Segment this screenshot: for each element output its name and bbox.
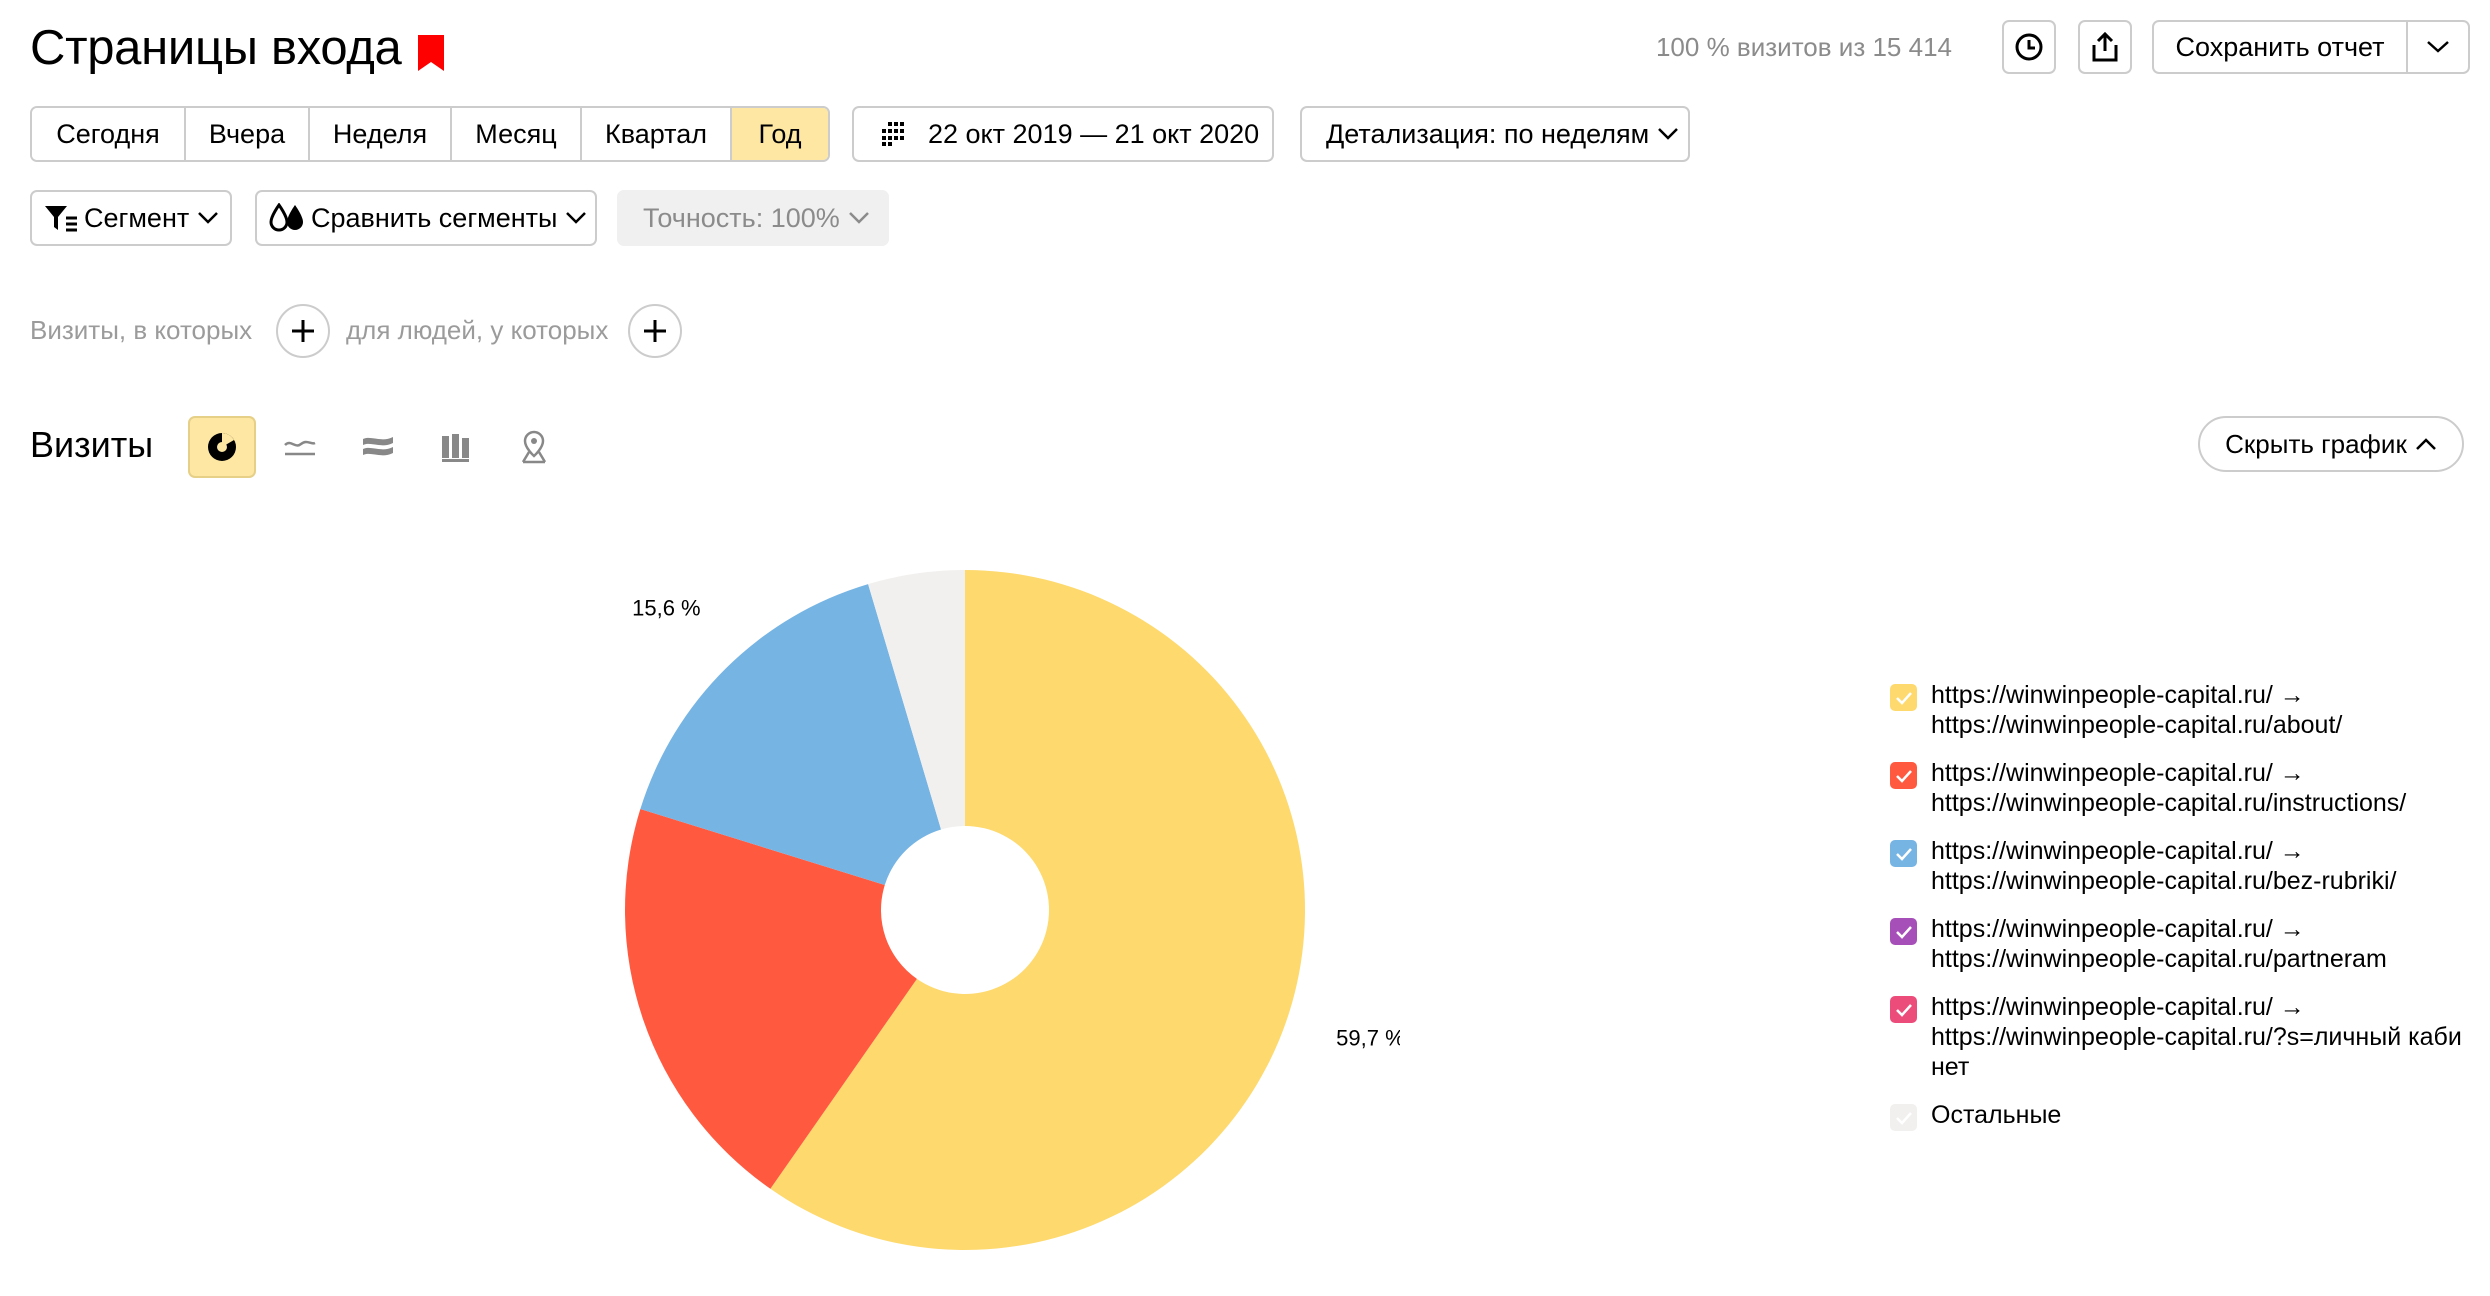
period-week[interactable]: Неделя — [310, 108, 452, 160]
legend-item[interactable]: https://winwinpeople-capital.ru/ → https:… — [1890, 914, 2470, 974]
segment-label: Сегмент — [84, 202, 190, 233]
segment-button[interactable]: Сегмент — [30, 190, 232, 246]
check-icon — [1895, 691, 1912, 705]
compare-drops-icon — [269, 203, 303, 232]
check-icon — [1895, 1003, 1912, 1017]
legend-label: Остальные — [1931, 1101, 2062, 1129]
plus-icon — [644, 320, 666, 342]
legend-checkbox[interactable] — [1890, 996, 1917, 1023]
pie-slice[interactable] — [868, 570, 965, 830]
chevron-down-icon — [1658, 128, 1679, 140]
line-chart-toggle[interactable] — [266, 416, 334, 478]
legend-item[interactable]: https://winwinpeople-capital.ru/ → https:… — [1890, 992, 2470, 1082]
accuracy-label: Точность: 100% — [643, 202, 840, 233]
legend-label: https://winwinpeople-capital.ru/ → https:… — [1931, 681, 2343, 739]
filter-icon — [45, 206, 77, 232]
legend-checkbox[interactable] — [1890, 918, 1917, 945]
check-icon — [1895, 769, 1912, 783]
share-icon — [2092, 31, 2118, 62]
chevron-down-icon — [2427, 41, 2449, 53]
date-range-button[interactable]: 22 окт 2019 — 21 окт 2020 — [852, 106, 1274, 162]
legend-checkbox[interactable] — [1890, 684, 1917, 711]
compare-label: Сравнить сегменты — [311, 202, 558, 233]
chevron-down-icon — [848, 212, 869, 224]
period-month[interactable]: Месяц — [452, 108, 582, 160]
slice-label: 59,7 % — [1336, 1026, 1400, 1051]
detail-button[interactable]: Детализация: по неделям — [1300, 106, 1690, 162]
hide-chart-label: Скрыть график — [2225, 428, 2407, 459]
history-button[interactable] — [2002, 20, 2056, 74]
legend-checkbox[interactable] — [1890, 840, 1917, 867]
legend-label: https://winwinpeople-capital.ru/ → https:… — [1931, 759, 2407, 817]
compare-segments-button[interactable]: Сравнить сегменты — [255, 190, 597, 246]
pie-slice[interactable] — [770, 570, 1306, 1250]
check-icon — [1895, 1111, 1912, 1125]
pie-chart-icon — [208, 433, 236, 461]
check-icon — [1895, 925, 1912, 939]
line-chart-icon — [284, 440, 316, 456]
chevron-down-icon — [566, 212, 587, 224]
map-toggle[interactable] — [500, 416, 568, 478]
legend-checkbox[interactable] — [1890, 762, 1917, 789]
save-report-button[interactable]: Сохранить отчет — [2175, 31, 2385, 62]
period-quarter[interactable]: Квартал — [582, 108, 732, 160]
date-range-label: 22 окт 2019 — 21 окт 2020 — [928, 118, 1260, 149]
save-options-button[interactable] — [2406, 22, 2468, 72]
clock-icon — [2015, 33, 2043, 61]
pie-slice[interactable] — [625, 809, 917, 1189]
pie-chart-toggle[interactable] — [188, 416, 256, 478]
bar-chart-icon — [442, 434, 469, 462]
area-chart-toggle[interactable] — [344, 416, 412, 478]
period-today[interactable]: Сегодня — [32, 108, 186, 160]
chevron-up-icon — [2415, 438, 2436, 450]
accuracy-button[interactable]: Точность: 100% — [617, 190, 889, 246]
bookmark-icon[interactable] — [418, 35, 444, 71]
legend-item[interactable]: https://winwinpeople-capital.ru/ → https:… — [1890, 680, 2470, 740]
legend-label: https://winwinpeople-capital.ru/ → https:… — [1931, 915, 2387, 973]
add-people-condition-button[interactable] — [628, 304, 682, 358]
people-condition-label: для людей, у которых — [346, 315, 609, 345]
period-selector: Сегодня Вчера Неделя Месяц Квартал Год — [30, 106, 830, 162]
calendar-icon — [882, 122, 904, 146]
legend-item[interactable]: https://winwinpeople-capital.ru/ → https:… — [1890, 758, 2470, 818]
legend-label: https://winwinpeople-capital.ru/ → https:… — [1931, 837, 2397, 895]
legend-item[interactable]: https://winwinpeople-capital.ru/ → https:… — [1890, 836, 2470, 896]
legend-label: https://winwinpeople-capital.ru/ → https:… — [1931, 993, 2462, 1081]
add-visit-condition-button[interactable] — [276, 304, 330, 358]
chevron-down-icon — [198, 212, 219, 224]
visits-condition-label: Визиты, в которых — [30, 315, 253, 345]
detail-label: Детализация: по неделям — [1326, 118, 1650, 149]
period-yesterday[interactable]: Вчера — [186, 108, 310, 160]
legend-item[interactable]: Остальные — [1890, 1100, 2470, 1131]
check-icon — [1895, 847, 1912, 861]
slice-label: 15,6 % — [632, 596, 701, 621]
area-chart-icon — [363, 437, 393, 456]
plus-icon — [292, 320, 314, 342]
save-report-group: Сохранить отчет — [2152, 20, 2470, 74]
period-year[interactable]: Год — [732, 108, 828, 160]
pie-slice[interactable] — [640, 584, 942, 886]
export-button[interactable] — [2078, 20, 2132, 74]
map-pin-icon — [521, 430, 547, 464]
page-title: Страницы входа — [30, 21, 402, 75]
pie-chart: 59,7 %20,1 %15,6 % — [625, 570, 1400, 1250]
bar-chart-toggle[interactable] — [422, 416, 490, 478]
hide-chart-button[interactable]: Скрыть график — [2198, 416, 2464, 472]
chart-legend: https://winwinpeople-capital.ru/ → https:… — [1890, 680, 2470, 1149]
section-title: Визиты — [30, 424, 154, 465]
legend-checkbox[interactable] — [1890, 1104, 1917, 1131]
visits-info: 100 % визитов из 15 414 — [1655, 32, 1952, 62]
